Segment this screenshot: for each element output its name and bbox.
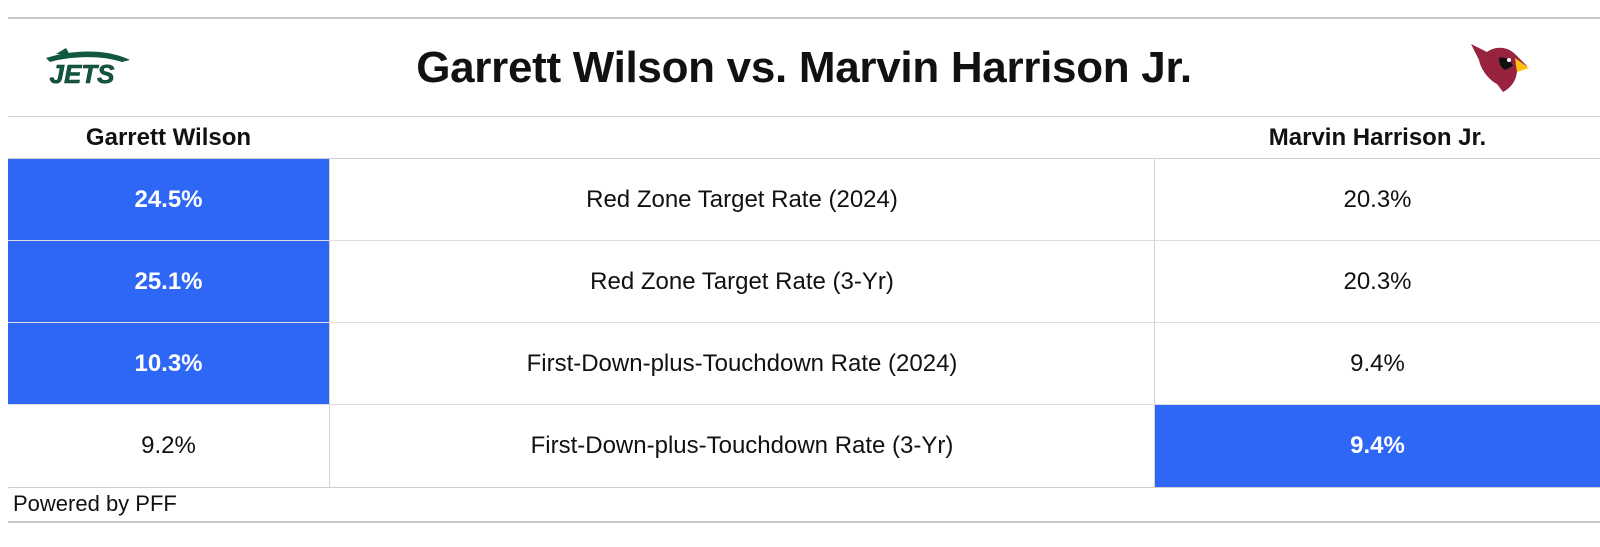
row-divider	[8, 404, 1600, 405]
metric-label: Red Zone Target Rate (3-Yr)	[329, 241, 1155, 323]
cardinals-logo-icon	[1465, 40, 1531, 99]
table-bottom-rule	[8, 487, 1600, 488]
marvin-harrison-value: 20.3%	[1343, 186, 1412, 213]
jets-logo-icon: JETS	[26, 46, 138, 93]
row-divider	[8, 240, 1600, 241]
metric-label: First-Down-plus-Touchdown Rate (2024)	[329, 323, 1155, 405]
marvin-harrison-value: 9.4%	[1155, 405, 1600, 487]
metric-label: First-Down-plus-Touchdown Rate (3-Yr)	[329, 405, 1155, 487]
garrett-wilson-value: 24.5%	[8, 159, 329, 241]
row-divider	[8, 322, 1600, 323]
top-rule	[8, 17, 1600, 19]
garrett-wilson-value: 25.1%	[8, 241, 329, 323]
column-head-divider	[8, 158, 1600, 159]
table-row: 25.1% Red Zone Target Rate (3-Yr) 20.3%	[8, 241, 1600, 323]
garrett-wilson-value: 9.2%	[141, 432, 196, 459]
player-left-heading: Garrett Wilson	[85, 124, 252, 151]
garrett-wilson-value: 10.3%	[8, 323, 329, 405]
player-right-heading: Marvin Harrison Jr.	[1268, 124, 1487, 151]
marvin-harrison-value: 9.4%	[1350, 350, 1405, 377]
marvin-harrison-value: 20.3%	[1343, 268, 1412, 295]
table-row: 10.3% First-Down-plus-Touchdown Rate (202…	[8, 323, 1600, 405]
bottom-rule	[8, 521, 1600, 523]
svg-text:JETS: JETS	[49, 59, 115, 88]
header-divider	[8, 116, 1600, 117]
table-row: 24.5% Red Zone Target Rate (2024) 20.3%	[8, 159, 1600, 241]
table-row: 9.2% First-Down-plus-Touchdown Rate (3-Yr…	[8, 405, 1600, 487]
chart-title: Garrett Wilson vs. Marvin Harrison Jr.	[416, 43, 1192, 92]
metric-label: Red Zone Target Rate (2024)	[329, 159, 1155, 241]
footer-credit: Powered by PFF	[13, 491, 177, 516]
chart-header: JETS Garrett Wilson vs. Marvin Harrison …	[8, 20, 1600, 116]
